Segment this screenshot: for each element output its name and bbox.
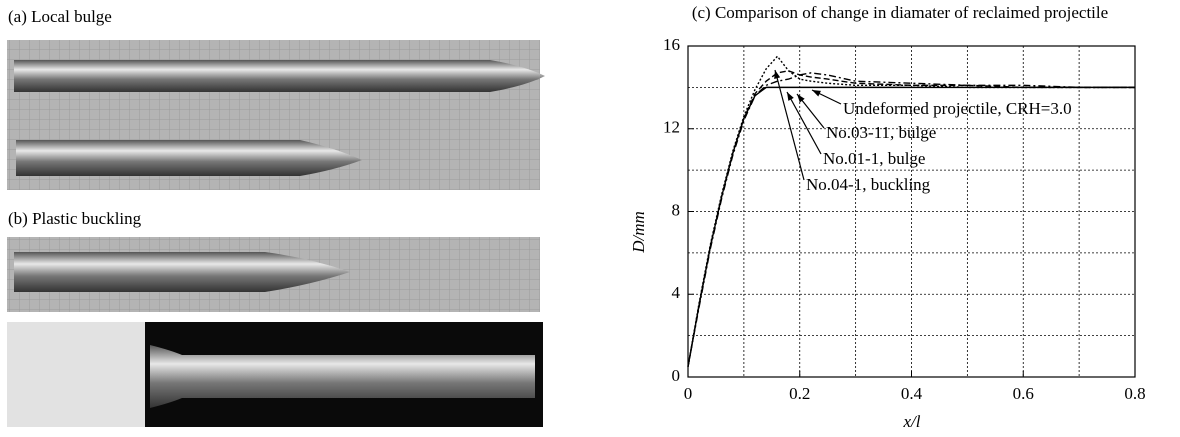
y-tick-label: 8 xyxy=(672,200,681,219)
series-label: Undeformed projectile, CRH=3.0 xyxy=(843,99,1072,118)
chart: (c) Comparison of change in diamater of … xyxy=(629,3,1146,431)
y-tick-label: 12 xyxy=(663,118,680,137)
x-tick-label: 0.4 xyxy=(901,384,923,403)
x-tick-label: 0.2 xyxy=(789,384,810,403)
arrow-head xyxy=(787,92,794,101)
panel-a-label: (a) Local bulge xyxy=(8,7,112,26)
x-axis-label: x/l xyxy=(903,412,921,431)
y-tick-label: 0 xyxy=(672,366,681,385)
x-tick-label: 0.8 xyxy=(1124,384,1145,403)
annotation-arrow xyxy=(786,91,822,155)
series-label: No.04-1, buckling xyxy=(806,175,931,194)
series-label: No.03-11, bulge xyxy=(826,123,936,142)
y-tick-label: 4 xyxy=(672,283,681,302)
plot-frame xyxy=(687,45,1136,378)
chart-title: (c) Comparison of change in diamater of … xyxy=(692,3,1108,22)
panel-b-label: (b) Plastic buckling xyxy=(8,209,142,228)
arrow-head xyxy=(812,90,821,97)
arrow-head xyxy=(797,94,805,103)
photo-b xyxy=(7,237,543,427)
x-tick-label: 0 xyxy=(684,384,693,403)
y-tick-label: 16 xyxy=(663,35,680,54)
photo-a xyxy=(7,40,545,190)
series-label: No.01-1, bulge xyxy=(823,149,925,168)
y-axis-label: D/mm xyxy=(629,211,648,254)
series-line xyxy=(687,55,1135,367)
arrow-head xyxy=(774,70,781,79)
annotation-arrow xyxy=(774,69,805,181)
x-tick-label: 0.6 xyxy=(1013,384,1034,403)
